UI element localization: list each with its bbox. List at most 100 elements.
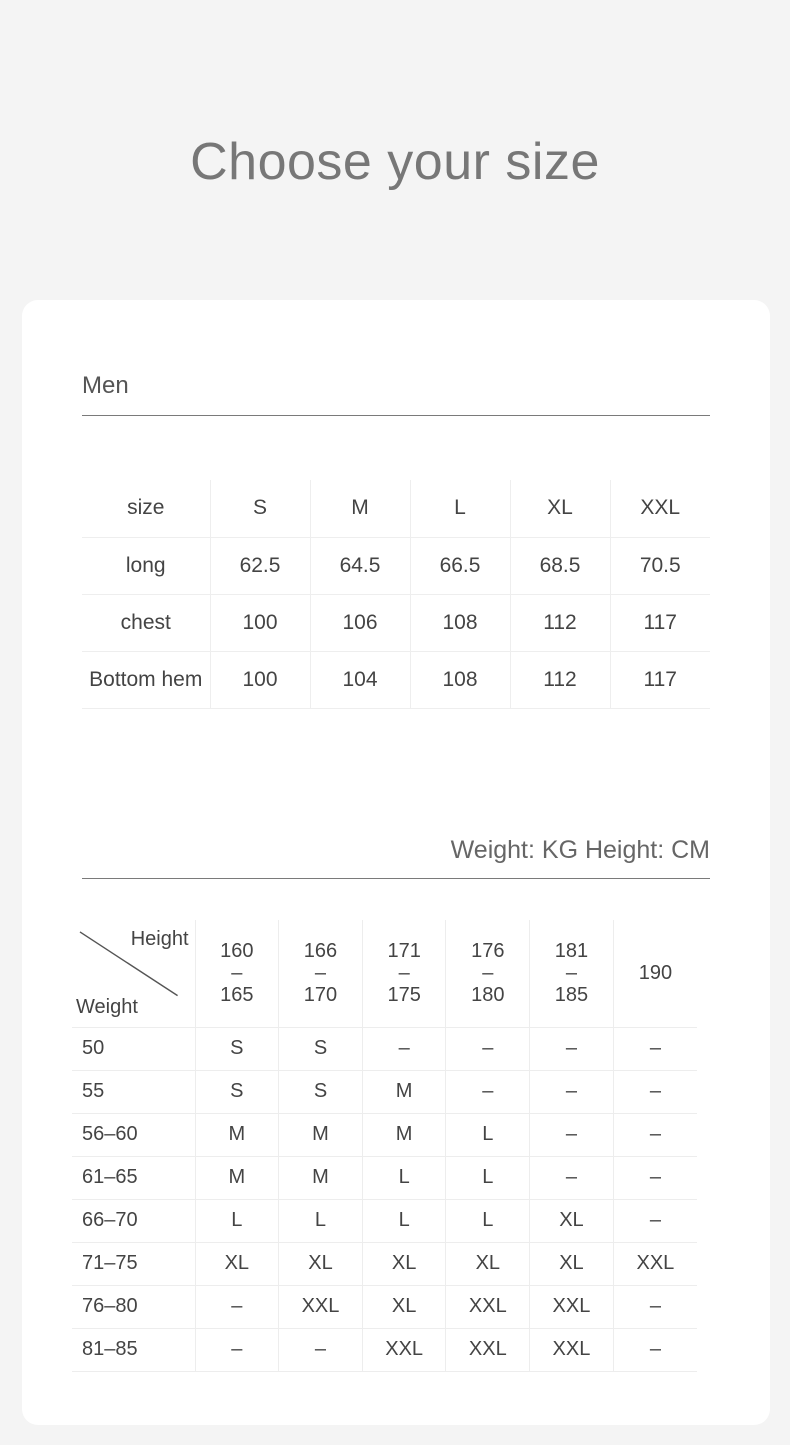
- recommended-size-cell: –: [529, 1156, 614, 1200]
- measurement-value: 112: [510, 651, 611, 709]
- recommended-size-cell: XXL: [529, 1285, 614, 1329]
- recommended-size-cell: XL: [278, 1242, 363, 1286]
- recommended-size-cell: –: [278, 1328, 363, 1372]
- height-column-header: 176–180: [445, 920, 531, 1028]
- section-divider: [82, 414, 710, 416]
- recommended-size-cell: XXL: [362, 1328, 447, 1372]
- measurement-row-label: long: [82, 537, 211, 595]
- diagonal-divider-icon: [79, 931, 178, 997]
- recommended-size-cell: XXL: [613, 1242, 697, 1286]
- weight-row-label: 55: [72, 1070, 196, 1114]
- measurements-corner-label: size: [82, 480, 211, 538]
- measurement-value: 104: [310, 651, 411, 709]
- measurement-value: 100: [210, 651, 311, 709]
- section-title: Men: [82, 372, 129, 399]
- weight-row-label: 56–60: [72, 1113, 196, 1157]
- measurement-value: 106: [310, 594, 411, 652]
- recommended-size-cell: M: [362, 1113, 447, 1157]
- recommended-size-cell: L: [362, 1156, 447, 1200]
- recommended-size-cell: M: [278, 1156, 363, 1200]
- measurement-value: 100: [210, 594, 311, 652]
- measurement-value: 117: [610, 651, 710, 709]
- recommended-size-cell: –: [195, 1285, 280, 1329]
- units-header: Weight: KG Height: CM: [82, 835, 710, 879]
- weight-row-label: 81–85: [72, 1328, 196, 1372]
- height-column-header: 181–185: [529, 920, 614, 1028]
- measurements-table: size S M L XL XXL long 62.5 64.5 66.5 68.5 70.5 ches…: [82, 480, 710, 709]
- table-row: Bottom hem 100 104 108 112 117: [82, 651, 710, 709]
- weight-row-label: 71–75: [72, 1242, 196, 1286]
- table-row: Height Weight 160–165 166–170 171–175 176–180…: [72, 920, 697, 1028]
- recommended-size-cell: M: [195, 1113, 280, 1157]
- units-divider: [82, 878, 710, 879]
- recommended-size-cell: XXL: [278, 1285, 363, 1329]
- recommended-size-cell: S: [278, 1027, 363, 1071]
- height-column-header: 171–175: [362, 920, 447, 1028]
- height-column-header: 190: [613, 920, 697, 1028]
- size-column-header: S: [210, 480, 311, 538]
- weight-row-label: 66–70: [72, 1199, 196, 1243]
- table-row: 71–75 XL XL XL XL XL XXL: [72, 1242, 697, 1286]
- size-column-header: XXL: [610, 480, 710, 538]
- recommended-size-cell: –: [445, 1027, 531, 1071]
- units-note: Weight: KG Height: CM: [450, 836, 710, 864]
- recommended-size-cell: XL: [362, 1242, 447, 1286]
- recommended-size-cell: L: [362, 1199, 447, 1243]
- table-row: 81–85– – XXL XXL XXL –: [72, 1328, 697, 1372]
- weight-row-label: 76–80: [72, 1285, 196, 1329]
- recommended-size-cell: –: [362, 1027, 447, 1071]
- size-chart-card: Men size S M L XL XXL long 62.5 64.5 66.5 68.5 70.5…: [22, 300, 770, 1425]
- table-row: 55 S S M – – –: [72, 1070, 697, 1114]
- recommended-size-cell: –: [613, 1328, 697, 1372]
- size-column-header: L: [410, 480, 511, 538]
- recommended-size-cell: L: [445, 1156, 531, 1200]
- matrix-weight-label: Weight: [76, 995, 138, 1018]
- recommended-size-cell: –: [613, 1156, 697, 1200]
- recommended-size-cell: L: [278, 1199, 363, 1243]
- recommended-size-cell: L: [195, 1199, 280, 1243]
- recommended-size-cell: –: [613, 1070, 697, 1114]
- measurement-row-label: chest: [82, 594, 211, 652]
- size-column-header: XL: [510, 480, 611, 538]
- recommended-size-cell: XL: [445, 1242, 531, 1286]
- height-column-header: 166–170: [278, 920, 363, 1028]
- measurement-value: 64.5: [310, 537, 411, 595]
- size-matrix-table: Height Weight 160–165 166–170 171–175 176–180…: [72, 920, 697, 1372]
- measurement-value: 108: [410, 651, 511, 709]
- measurement-value: 70.5: [610, 537, 710, 595]
- recommended-size-cell: L: [445, 1199, 531, 1243]
- height-column-header: 160–165: [195, 920, 280, 1028]
- recommended-size-cell: S: [278, 1070, 363, 1114]
- recommended-size-cell: M: [195, 1156, 280, 1200]
- table-row: 76–80– XXL XL XXL XXL –: [72, 1285, 697, 1329]
- measurement-value: 62.5: [210, 537, 311, 595]
- measurement-value: 112: [510, 594, 611, 652]
- recommended-size-cell: –: [195, 1328, 280, 1372]
- recommended-size-cell: XL: [195, 1242, 280, 1286]
- table-row: 66–70 L L L L XL –: [72, 1199, 697, 1243]
- matrix-corner-cell: Height Weight: [72, 920, 196, 1028]
- recommended-size-cell: XL: [362, 1285, 447, 1329]
- table-row: long 62.5 64.5 66.5 68.5 70.5: [82, 537, 710, 595]
- table-row: 50 S S – – – –: [72, 1027, 697, 1071]
- weight-row-label: 50: [72, 1027, 196, 1071]
- section-header-men: Men: [82, 372, 710, 416]
- recommended-size-cell: XL: [529, 1242, 614, 1286]
- recommended-size-cell: –: [445, 1070, 531, 1114]
- measurement-value: 66.5: [410, 537, 511, 595]
- recommended-size-cell: L: [445, 1113, 531, 1157]
- recommended-size-cell: M: [362, 1070, 447, 1114]
- measurement-value: 108: [410, 594, 511, 652]
- table-row: size S M L XL XXL: [82, 480, 710, 538]
- page-title: Choose your size: [190, 133, 600, 191]
- recommended-size-cell: –: [613, 1113, 697, 1157]
- recommended-size-cell: XXL: [445, 1285, 531, 1329]
- recommended-size-cell: –: [529, 1027, 614, 1071]
- recommended-size-cell: S: [195, 1027, 280, 1071]
- recommended-size-cell: –: [613, 1199, 697, 1243]
- table-row: 56–60 M M M L – –: [72, 1113, 697, 1157]
- measurement-row-label: Bottom hem: [82, 651, 211, 709]
- recommended-size-cell: M: [278, 1113, 363, 1157]
- table-row: chest 100 106 108 112 117: [82, 594, 710, 652]
